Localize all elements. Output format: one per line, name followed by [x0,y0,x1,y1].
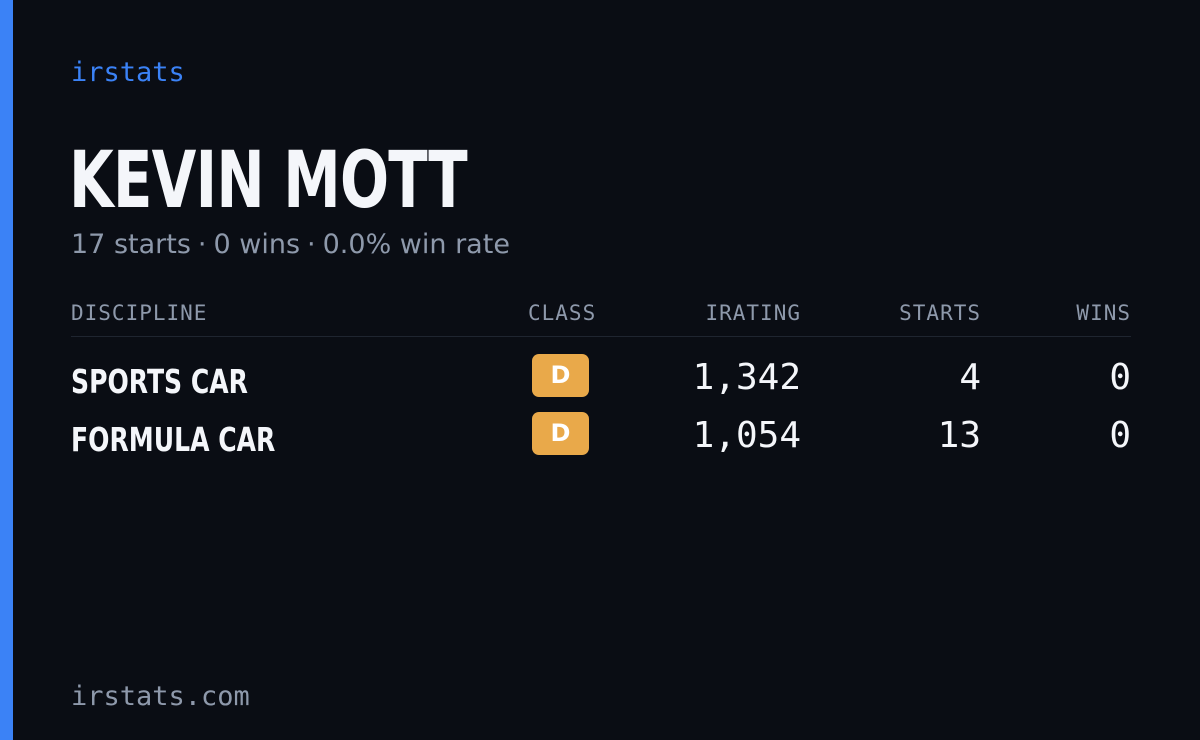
driver-summary: 17 starts · 0 wins · 0.0% win rate [71,228,510,262]
irating-value: 1,054 [692,415,801,456]
discipline-name: SPORTS CAR [71,362,248,401]
starts-value: 13 [937,415,981,456]
header-class: CLASS [528,301,597,325]
table-row: SPORTS CAR D 1,342 4 0 [71,352,1131,402]
table-row: FORMULA CAR D 1,054 13 0 [71,410,1131,460]
header-irating: IRATING [705,301,801,325]
footer-url: irstats.com [71,681,250,712]
discipline-name: FORMULA CAR [71,420,276,459]
class-badge: D [532,412,589,455]
brand-logo: irstats [71,57,185,88]
class-badge: D [532,354,589,397]
table-header: DISCIPLINE CLASS IRATING STARTS WINS [71,298,1131,337]
win-rate-summary: 0.0% win rate [322,229,510,260]
starts-value: 4 [959,357,981,398]
header-discipline: DISCIPLINE [71,301,208,325]
wins-summary: 0 wins [213,229,301,260]
header-wins: WINS [1076,301,1131,325]
summary-separator: · [197,229,207,260]
wins-value: 0 [1109,415,1131,456]
driver-name: KEVIN MOTT [69,136,468,226]
accent-bar [0,0,13,740]
starts-summary: 17 starts [71,229,191,260]
irating-value: 1,342 [692,357,801,398]
summary-separator: · [307,229,316,260]
header-starts: STARTS [899,301,981,325]
wins-value: 0 [1109,357,1131,398]
